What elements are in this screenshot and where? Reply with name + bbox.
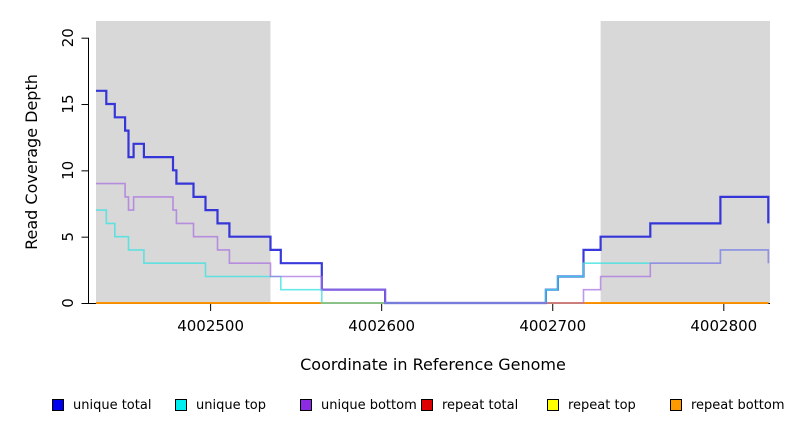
y-tick-label: 5 (59, 232, 77, 242)
legend-label: repeat total (442, 397, 519, 413)
legend-item-repeat-top: repeat top (547, 397, 636, 413)
legend-label: unique top (196, 397, 267, 413)
unique-top-swatch-icon (175, 399, 187, 411)
legend-label: repeat top (568, 397, 636, 413)
repeat-region-shading (96, 21, 271, 303)
legend-item-unique-bottom: unique bottom (300, 397, 417, 413)
x-tick-label: 4002800 (690, 317, 757, 335)
unique-bottom-swatch-icon (300, 399, 312, 411)
series-unique-top (96, 209, 770, 304)
x-tick-label: 4002700 (519, 317, 586, 335)
y-tick-label: 20 (59, 28, 77, 47)
series-unique-total (96, 89, 770, 305)
legend-label: unique bottom (321, 397, 417, 413)
y-axis-title: Read Coverage Depth (22, 74, 41, 250)
repeat-region-shading (600, 21, 770, 303)
legend-item-repeat-total: repeat total (421, 397, 518, 413)
y-tick-label: 10 (59, 161, 77, 180)
unique-total-swatch-icon (52, 399, 64, 411)
x-tick-label: 4002500 (177, 317, 244, 335)
y-tick-label: 0 (59, 298, 77, 308)
y-tick-label: 15 (59, 94, 77, 113)
series-unique-bottom (96, 182, 770, 304)
repeat-total-swatch-icon (421, 399, 433, 411)
repeat-top-swatch-icon (547, 399, 559, 411)
repeat-bottom-swatch-icon (670, 399, 682, 411)
x-tick-label: 4002600 (348, 317, 415, 335)
legend-label: repeat bottom (691, 397, 785, 413)
legend-item-repeat-bottom: repeat bottom (670, 397, 785, 413)
legend-label: unique total (73, 397, 152, 413)
legend-item-unique-total: unique total (52, 397, 151, 413)
x-axis-title: Coordinate in Reference Genome (300, 355, 566, 374)
legend-item-unique-top: unique top (175, 397, 266, 413)
